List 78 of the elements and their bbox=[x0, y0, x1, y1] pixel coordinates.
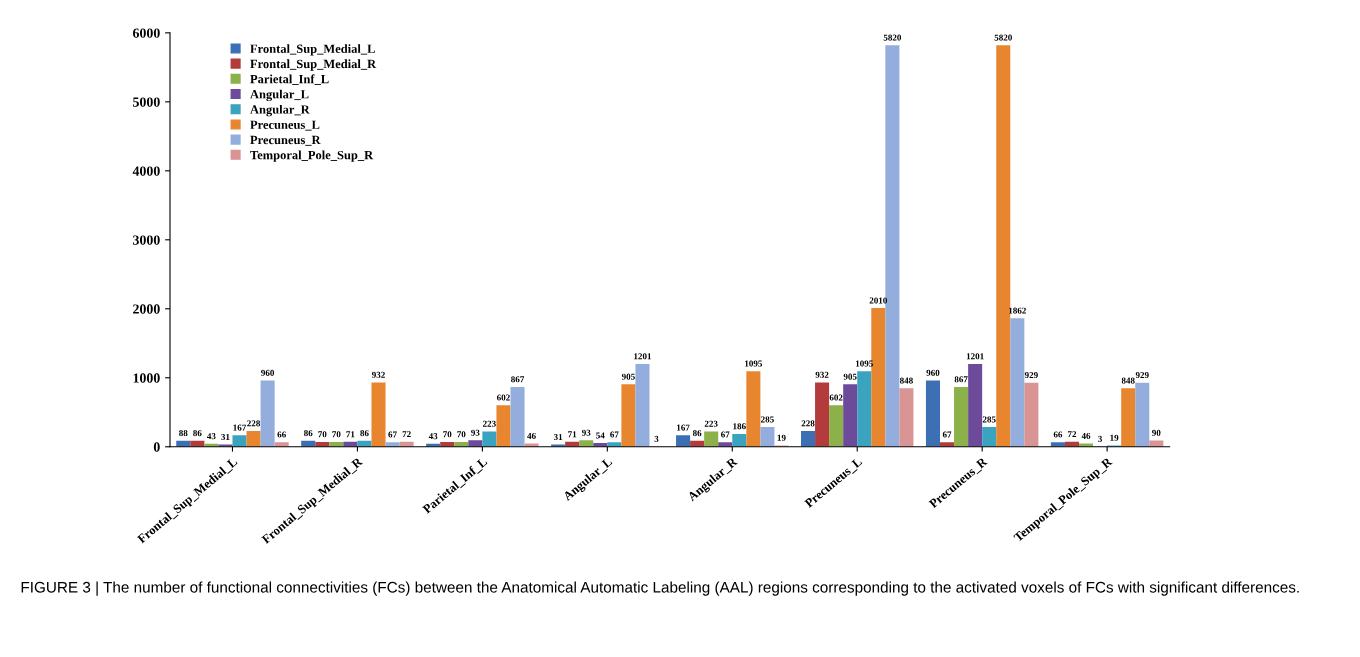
legend-label: Precuneus_R bbox=[250, 135, 321, 146]
data-label: 86 bbox=[193, 430, 202, 437]
data-label: 167 bbox=[233, 424, 247, 431]
data-label: 285 bbox=[761, 416, 774, 423]
data-label: 932 bbox=[371, 371, 385, 378]
y-tick-label: 6000 bbox=[132, 28, 160, 38]
legend-label: Angular_R bbox=[250, 104, 310, 117]
data-label: 285 bbox=[982, 416, 996, 423]
data-label: 70 bbox=[457, 431, 466, 438]
data-label: 93 bbox=[581, 429, 591, 436]
data-label: 88 bbox=[179, 429, 188, 437]
y-tick-label: 0 bbox=[153, 442, 160, 452]
y-tick-label: 5000 bbox=[133, 97, 160, 107]
data-label: 86 bbox=[360, 430, 369, 437]
data-label: 71 bbox=[568, 431, 577, 438]
y-tick-label: 1000 bbox=[133, 373, 160, 383]
legend-label: Frontal_Sup_Medial_L bbox=[250, 44, 375, 56]
caption: FIGURE 3 | The number of functional connectivities (FCs) between the Anatomical Automatic Labeling (AAL) regions corresponding to the activated voxels of FCs with significant differences. bbox=[21, 581, 1299, 596]
data-label: 223 bbox=[483, 420, 496, 427]
data-label: 228 bbox=[801, 420, 815, 427]
legend-label: Frontal_Sup_Medial_R bbox=[250, 59, 377, 71]
data-label: 905 bbox=[621, 373, 635, 380]
data-label: 5820 bbox=[883, 34, 902, 41]
data-label: 19 bbox=[777, 434, 786, 441]
data-label: 960 bbox=[926, 369, 940, 376]
data-label: 228 bbox=[247, 420, 261, 427]
y-tick-label: 2000 bbox=[133, 304, 160, 314]
data-label: 1201 bbox=[634, 353, 652, 360]
data-label: 186 bbox=[733, 423, 746, 430]
data-label: 602 bbox=[829, 394, 843, 401]
data-label: 46 bbox=[1081, 432, 1091, 439]
data-label: 31 bbox=[553, 433, 563, 441]
y-tick-label: 4000 bbox=[132, 166, 160, 176]
data-label: 72 bbox=[1067, 431, 1077, 438]
data-label: 43 bbox=[207, 433, 216, 440]
data-label: 90 bbox=[1152, 429, 1161, 436]
data-label: 19 bbox=[1110, 434, 1119, 441]
data-label: 848 bbox=[899, 377, 913, 384]
data-label: 93 bbox=[471, 429, 480, 436]
data-label: 1095 bbox=[745, 360, 763, 367]
data-label: 5820 bbox=[994, 34, 1012, 41]
data-label: 3 bbox=[654, 435, 659, 442]
data-label: 67 bbox=[388, 431, 397, 438]
data-label: 1201 bbox=[966, 353, 984, 360]
data-label: 86 bbox=[304, 430, 313, 437]
data-label: 72 bbox=[402, 431, 411, 438]
data-label: 66 bbox=[277, 431, 286, 438]
y-tick-label: 3000 bbox=[133, 235, 160, 245]
data-label: 67 bbox=[721, 431, 730, 438]
data-label: 929 bbox=[1135, 371, 1149, 379]
data-label: 67 bbox=[942, 431, 952, 438]
data-label: 3 bbox=[1098, 435, 1103, 442]
legend-label: Parietal_Inf_L bbox=[250, 74, 329, 85]
data-label: 70 bbox=[332, 431, 341, 438]
data-label: 867 bbox=[954, 376, 968, 383]
data-label: 167 bbox=[677, 424, 690, 431]
legend-label: Angular_L bbox=[250, 89, 309, 102]
data-label: 867 bbox=[511, 376, 525, 383]
data-label: 66 bbox=[1053, 431, 1063, 438]
data-label: 929 bbox=[1024, 371, 1038, 379]
legend-label: Precuneus_L bbox=[250, 120, 320, 131]
data-label: 848 bbox=[1121, 377, 1135, 384]
data-label: 905 bbox=[843, 373, 857, 380]
data-label: 31 bbox=[221, 433, 230, 441]
data-label: 932 bbox=[815, 371, 829, 378]
data-label: 2010 bbox=[869, 297, 887, 304]
data-label: 71 bbox=[346, 431, 355, 438]
data-label: 223 bbox=[704, 420, 718, 427]
data-label: 46 bbox=[527, 432, 536, 439]
data-label: 67 bbox=[610, 431, 619, 438]
data-label: 70 bbox=[443, 431, 452, 438]
data-label: 602 bbox=[497, 394, 510, 401]
data-label: 960 bbox=[261, 369, 275, 376]
data-label: 43 bbox=[428, 433, 438, 440]
legend-label: Temporal_Pole_Sup_R bbox=[250, 150, 374, 162]
data-label: 86 bbox=[692, 430, 702, 437]
data-label: 70 bbox=[318, 431, 327, 438]
data-label: 54 bbox=[596, 432, 605, 439]
